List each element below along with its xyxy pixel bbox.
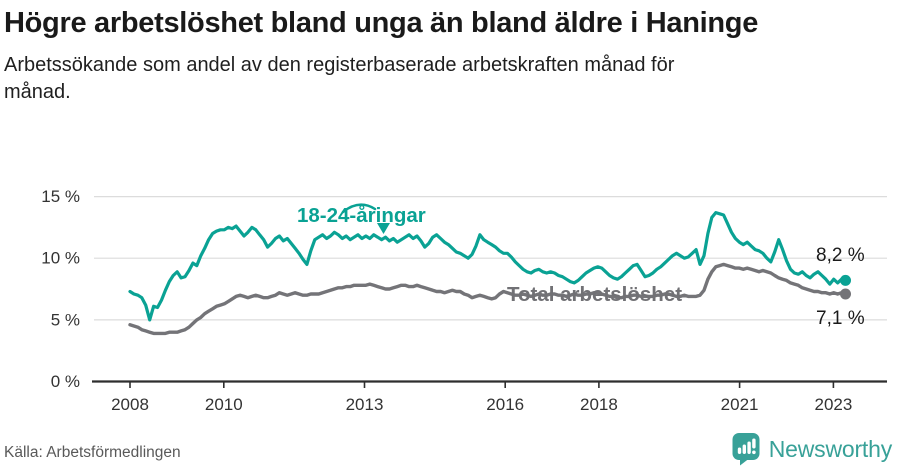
y-axis-label: 10 %: [41, 249, 80, 268]
x-axis-label: 2023: [814, 395, 852, 414]
x-axis-label: 2010: [205, 395, 243, 414]
x-axis-label: 2013: [346, 395, 384, 414]
newsworthy-wordmark: Newsworthy: [768, 435, 892, 462]
x-axis-label: 2021: [721, 395, 759, 414]
x-axis-label: 2016: [486, 395, 524, 414]
total-series-line: [128, 262, 848, 336]
chart-subtitle: Arbetssökande som andel av den registerb…: [4, 54, 675, 103]
newsworthy-brand: Newsworthy: [731, 432, 892, 466]
chart-header: Högre arbetslöshet bland unga än bland ä…: [4, 4, 864, 106]
footer: Källa: Arbetsförmedlingen Newsworthy: [0, 432, 900, 466]
x-axis-label: 2018: [580, 395, 618, 414]
total-end-value-label: 7,1 %: [816, 308, 865, 329]
annotation-arrow-curve-icon: [341, 203, 377, 214]
young-end-value-label: 8,2 %: [816, 245, 865, 266]
y-axis-label: 15 %: [41, 187, 80, 206]
x-axis: 2008 2010 2013 2016 2018 2021 2023: [92, 380, 887, 414]
total-series-label: Total arbetslöshet: [507, 283, 682, 306]
source-label: Källa: Arbetsförmedlingen: [4, 444, 181, 461]
y-axis-labels: 15 % 10 % 5 % 0 %: [41, 187, 80, 391]
total-series-endpoint-dot: [840, 288, 851, 300]
x-axis-label: 2008: [111, 395, 149, 414]
young-series-line: [128, 211, 848, 322]
young-series-label: 18-24-åringar: [297, 204, 426, 227]
young-series-endpoint-dot: [840, 274, 851, 286]
chart-title: Högre arbetslöshet bland unga än bland ä…: [4, 7, 759, 39]
y-axis-label: 5 %: [51, 310, 80, 329]
newsworthy-logo-icon: [732, 433, 760, 466]
gridlines: [94, 196, 887, 321]
annotation-arrow-down-icon: [377, 223, 390, 234]
y-axis-label: 0 %: [51, 372, 80, 391]
